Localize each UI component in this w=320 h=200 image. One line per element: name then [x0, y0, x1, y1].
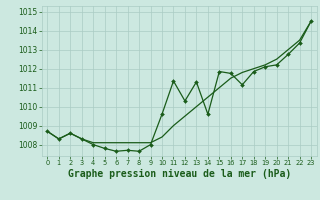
- X-axis label: Graphe pression niveau de la mer (hPa): Graphe pression niveau de la mer (hPa): [68, 169, 291, 179]
